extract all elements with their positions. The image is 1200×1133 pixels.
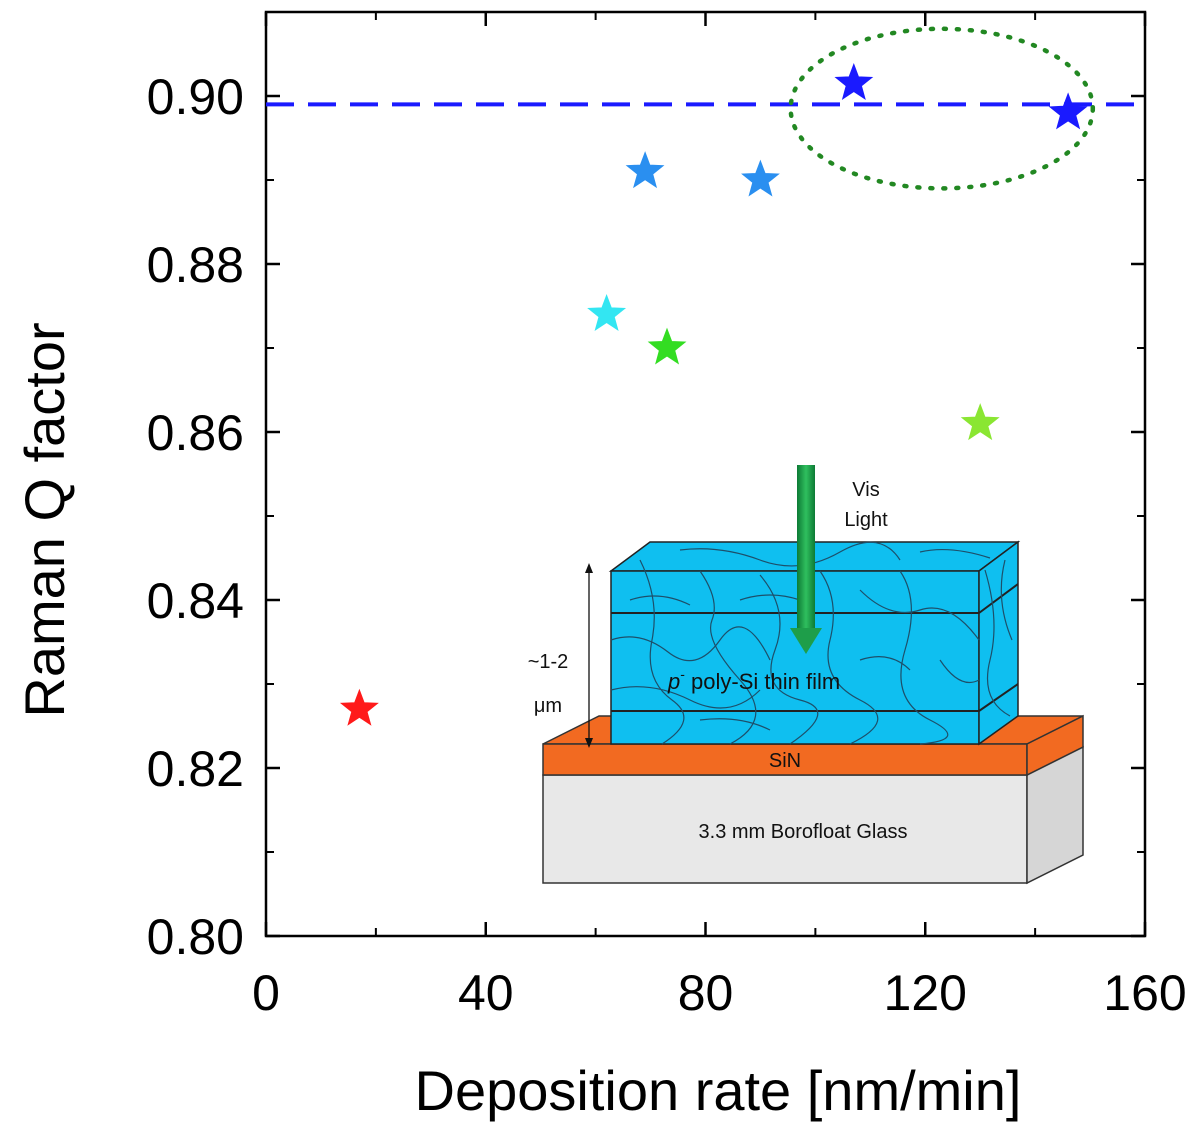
data-point-star	[625, 151, 665, 189]
grain-boundaries	[610, 541, 1013, 745]
data-point-star	[741, 159, 780, 197]
data-point-star	[339, 688, 379, 726]
data-point-star	[587, 293, 627, 331]
film-label-p: p	[667, 669, 680, 694]
light-label: Light	[844, 509, 888, 531]
y-tick-label: 0.82	[147, 741, 244, 797]
data-point-star	[1048, 92, 1088, 130]
film-divider-line	[978, 583, 1019, 614]
highlight-ellipse	[788, 26, 1096, 191]
y-tick-label: 0.80	[147, 909, 244, 965]
inset-schematic: Vis Light ~1-2 μm p- poly-Si thin film S…	[528, 465, 1084, 885]
x-tick-label: 120	[884, 965, 967, 1021]
film-label-text: poly-Si thin film	[685, 669, 840, 694]
x-tick-label: 160	[1103, 965, 1186, 1021]
x-tick-label: 0	[252, 965, 280, 1021]
film-label-sign: -	[680, 666, 685, 682]
x-axis-title: Deposition rate [nm/min]	[415, 1059, 1022, 1122]
y-tick-label: 0.86	[147, 405, 244, 461]
y-tick-label: 0.84	[147, 573, 244, 629]
thickness-arrow-head-top	[585, 563, 593, 573]
thickness-unit: μm	[534, 695, 562, 717]
y-axis-title: Raman Q factor	[13, 322, 76, 717]
chart-overlays	[266, 26, 1145, 191]
light-arrow-shaft	[797, 465, 815, 637]
x-axis: 0 40 80 120 160	[252, 12, 1187, 1021]
data-point-star	[647, 327, 687, 365]
vis-label: Vis	[852, 479, 879, 501]
thickness-arrow-head-bottom	[585, 738, 593, 748]
film-divider-line	[978, 683, 1019, 712]
y-tick-label: 0.90	[147, 69, 244, 125]
data-point-star	[960, 403, 1000, 441]
data-point-star	[834, 62, 874, 100]
sin-layer-side	[1026, 714, 1084, 777]
x-tick-label: 80	[678, 965, 734, 1021]
film-label: p- poly-Si thin film	[667, 666, 840, 694]
glass-label: 3.3 mm Borofloat Glass	[699, 821, 908, 843]
y-axis: 0.80 0.82 0.84 0.86 0.88 0.90	[147, 69, 1145, 965]
y-tick-label: 0.88	[147, 237, 244, 293]
data-points	[339, 62, 1088, 726]
light-arrow-head	[790, 628, 822, 654]
film-block-side	[978, 540, 1019, 746]
sin-label: SiN	[769, 750, 801, 772]
thickness-label: ~1-2	[528, 651, 569, 673]
x-tick-label: 40	[458, 965, 514, 1021]
